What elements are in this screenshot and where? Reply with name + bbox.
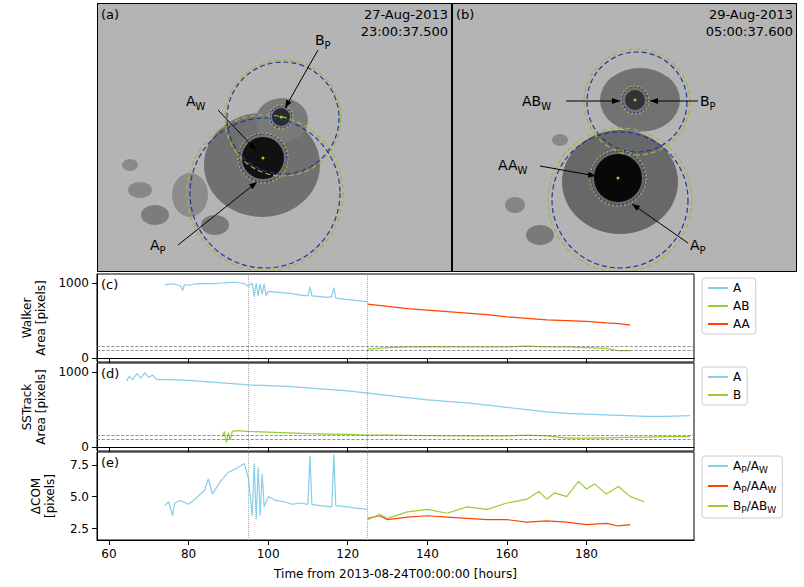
svg-text:B: B: [733, 388, 741, 402]
svg-text:BP: BP: [700, 93, 716, 112]
svg-text:BP: BP: [315, 32, 331, 51]
svg-text:A: A: [733, 370, 742, 384]
svg-text:0: 0: [81, 351, 89, 365]
svg-text:SSTrack: SSTrack: [20, 384, 34, 431]
svg-text:27-Aug-2013: 27-Aug-2013: [364, 7, 448, 22]
svg-text:180: 180: [575, 547, 598, 561]
svg-text:ABW: ABW: [522, 93, 551, 112]
svg-text:(a): (a): [101, 7, 119, 22]
svg-text:1000: 1000: [58, 276, 89, 290]
svg-text:(b): (b): [456, 7, 474, 22]
svg-text:AAW: AAW: [498, 157, 528, 176]
svg-text:/AA: /AA: [747, 479, 769, 493]
svg-text:7.5: 7.5: [70, 458, 89, 472]
svg-text:W: W: [767, 485, 776, 495]
svg-text:/A: /A: [747, 459, 760, 473]
svg-text:AP: AP: [150, 237, 166, 256]
svg-text:2.5: 2.5: [70, 522, 89, 536]
html-text:AP: AP: [733, 479, 747, 495]
svg-text:160: 160: [495, 547, 518, 561]
svg-text:(c): (c): [101, 277, 118, 292]
svg-text:A: A: [733, 281, 742, 295]
svg-text:AB: AB: [733, 299, 749, 313]
svg-text:29-Aug-2013: 29-Aug-2013: [709, 7, 793, 22]
html-text:AP: AP: [733, 459, 747, 475]
svg-text:80: 80: [181, 547, 196, 561]
svg-text:120: 120: [336, 547, 359, 561]
svg-text:[pixels]: [pixels]: [43, 474, 57, 518]
svg-text:B: B: [733, 499, 741, 513]
svg-text:100: 100: [257, 547, 280, 561]
svg-text:23:00:37.500: 23:00:37.500: [361, 24, 448, 39]
svg-text:(d): (d): [101, 366, 119, 381]
svg-text:Time from 2013-08-24T00:00:00: Time from 2013-08-24T00:00:00 [hours]: [273, 567, 517, 581]
svg-text:(e): (e): [101, 455, 119, 470]
svg-text:W: W: [759, 465, 768, 475]
svg-text:140: 140: [416, 547, 439, 561]
svg-text:W: W: [767, 505, 776, 515]
svg-text:Area [pixels]: Area [pixels]: [34, 280, 48, 355]
svg-text:AW: AW: [186, 93, 206, 112]
svg-text:Area [pixels]: Area [pixels]: [34, 369, 48, 444]
svg-text:ΔCOM: ΔCOM: [29, 478, 43, 514]
svg-text:0: 0: [81, 440, 89, 454]
svg-text:Walker: Walker: [20, 298, 34, 339]
svg-text:/AB: /AB: [747, 499, 767, 513]
svg-text:P: P: [741, 504, 747, 515]
svg-text:AA: AA: [733, 317, 751, 331]
svg-text:AP: AP: [690, 237, 706, 256]
svg-text:5.0: 5.0: [70, 490, 89, 504]
svg-text:60: 60: [101, 547, 116, 561]
svg-text:05:00:37.600: 05:00:37.600: [706, 24, 793, 39]
svg-text:1000: 1000: [58, 365, 89, 379]
